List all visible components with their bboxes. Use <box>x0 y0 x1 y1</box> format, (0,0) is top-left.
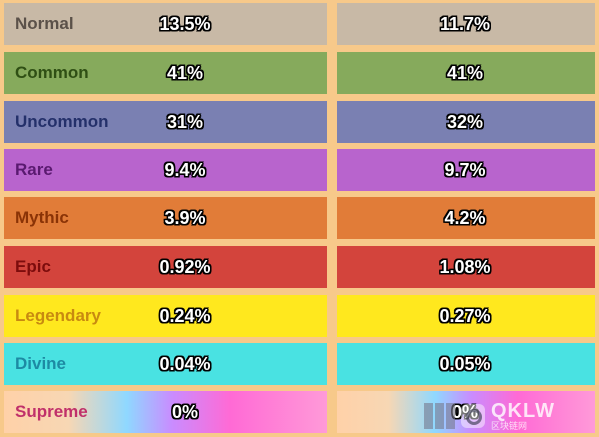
rarity-pct-col2: 32% <box>446 112 484 132</box>
rarity-name: Mythic <box>15 208 69 227</box>
rarity-pct-col2: 11.7% <box>439 14 491 34</box>
watermark-text: QKLW 区块链网 <box>491 401 555 431</box>
rarity-pct-col2: 9.7% <box>444 160 486 180</box>
rarity-name: Legendary <box>15 306 101 325</box>
rarity-pct-col2: 0.05% <box>439 354 491 374</box>
rarity-pct-col2: 0.27% <box>439 306 491 326</box>
watermark: QKLW 区块链网 <box>424 398 555 434</box>
rarity-name: Common <box>15 63 89 82</box>
rarity-row: Normal 13.5% 11.7% <box>0 3 599 45</box>
rarity-name: Rare <box>15 160 53 179</box>
rarity-cell-left: Common 41% <box>4 52 327 94</box>
rarity-pct-col1: 0.04% <box>159 354 211 374</box>
watermark-brand: QKLW <box>491 400 555 422</box>
rarity-name: Uncommon <box>15 112 109 131</box>
watermark-squares <box>424 403 455 429</box>
rarity-cell-right: 32% <box>337 101 595 143</box>
rarity-cell-right: 11.7% <box>337 3 595 45</box>
rarity-pct-col1: 0.24% <box>159 306 211 326</box>
rarity-row: Legendary 0.24% 0.27% <box>0 295 599 337</box>
rarity-pct-col1: 9.4% <box>164 160 206 180</box>
rarity-pct-col1: 0.92% <box>159 257 211 277</box>
rarity-row: Uncommon 31% 32% <box>0 101 599 143</box>
rarity-cell-right: 0.27% <box>337 295 595 337</box>
rarity-name: Epic <box>15 257 51 276</box>
rarity-pct-col2: 41% <box>446 63 484 83</box>
rarity-cell-left: Uncommon 31% <box>4 101 327 143</box>
rarity-pct-col1: 13.5% <box>159 14 211 34</box>
rarity-pct-col1: 0% <box>171 402 199 422</box>
rarity-pct-col1: 41% <box>166 63 204 83</box>
rarity-row: Rare 9.4% 9.7% <box>0 149 599 191</box>
watermark-sub: 区块链网 <box>491 421 528 431</box>
rarity-pct-col2: 1.08% <box>439 257 491 277</box>
rarity-row: Mythic 3.9% 4.2% <box>0 197 599 239</box>
rarity-cell-left: Epic 0.92% <box>4 246 327 288</box>
rarity-pct-col2: 4.2% <box>444 208 486 228</box>
rarity-cell-left: Supreme 0% <box>4 391 327 433</box>
rarity-pct-col1: 3.9% <box>164 208 206 228</box>
rarity-cell-left: Divine 0.04% <box>4 343 327 385</box>
rarity-cell-left: Mythic 3.9% <box>4 197 327 239</box>
rarity-cell-right: 41% <box>337 52 595 94</box>
rarity-cell-right: 0.05% <box>337 343 595 385</box>
rarity-cell-right: 1.08% <box>337 246 595 288</box>
rarity-cell-right: 9.7% <box>337 149 595 191</box>
rarity-name: Divine <box>15 354 67 373</box>
rarity-cell-right: 4.2% <box>337 197 595 239</box>
rarity-pct-col1: 31% <box>166 112 204 132</box>
rarity-row: Epic 0.92% 1.08% <box>0 246 599 288</box>
rarity-cell-left: Rare 9.4% <box>4 149 327 191</box>
rarity-row: Common 41% 41% <box>0 52 599 94</box>
rarity-cell-left: Normal 13.5% <box>4 3 327 45</box>
rarity-name: Normal <box>15 14 74 33</box>
rarity-cell-left: Legendary 0.24% <box>4 295 327 337</box>
rarity-row: Supreme 0%0% <box>0 391 599 433</box>
rarity-row: Divine 0.04% 0.05% <box>0 343 599 385</box>
rarity-name: Supreme <box>15 402 88 421</box>
watermark-logo-icon <box>461 404 485 428</box>
